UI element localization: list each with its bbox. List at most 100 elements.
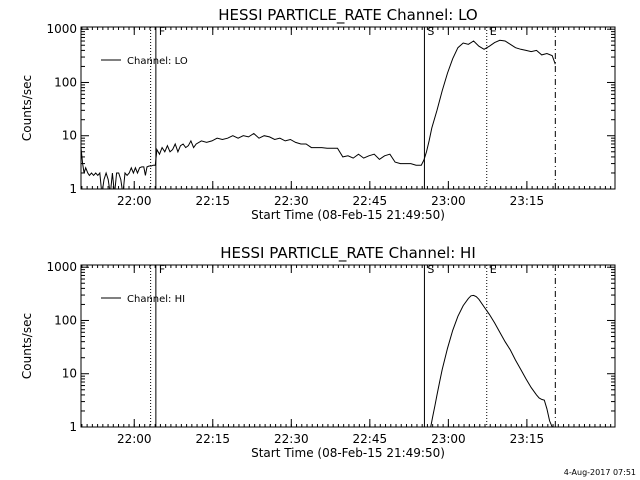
data-point: [432, 416, 433, 417]
x-axis-label: Start Time (08-Feb-15 21:49:50): [251, 446, 445, 460]
data-point: [478, 299, 479, 300]
data-point: [510, 44, 511, 45]
x-tick-label: 22:00: [117, 194, 152, 208]
data-point: [190, 140, 191, 141]
data-point: [531, 51, 532, 52]
data-point: [421, 165, 422, 166]
data-point: [526, 378, 527, 379]
data-point: [552, 55, 553, 56]
data-point: [201, 140, 202, 141]
data-point: [429, 140, 430, 141]
data-point: [141, 166, 142, 167]
marker-label: E: [490, 263, 497, 276]
data-point: [295, 142, 296, 143]
data-point: [120, 179, 121, 180]
data-point: [447, 348, 448, 349]
data-point: [363, 158, 364, 159]
chart-title: HESSI PARTICLE_RATE Channel: LO: [218, 6, 477, 25]
data-point: [164, 151, 165, 152]
data-point: [135, 167, 136, 168]
data-point: [489, 46, 490, 47]
y-tick-label: 1000: [46, 260, 77, 274]
data-point: [172, 149, 173, 150]
marker-label: S: [427, 263, 434, 276]
y-tick-label: 100: [54, 313, 77, 327]
data-point: [358, 154, 359, 155]
data-point: [463, 43, 464, 44]
data-point: [180, 145, 181, 146]
data-point: [468, 298, 469, 299]
data-point: [99, 173, 100, 174]
y-axis-label: Counts/sec: [20, 75, 34, 141]
data-point: [457, 316, 458, 317]
data-point: [437, 110, 438, 111]
data-point: [177, 151, 178, 152]
data-point: [227, 138, 228, 139]
data-point: [463, 305, 464, 306]
data-point: [316, 147, 317, 148]
x-tick-label: 22:15: [195, 194, 230, 208]
data-point: [549, 420, 550, 421]
chart-panel-lo: HESSI PARTICLE_RATE Channel: LO 1 10 100 100…: [20, 6, 616, 222]
data-point: [473, 41, 474, 42]
data-point: [185, 147, 186, 148]
data-point: [457, 47, 458, 48]
x-tick-label: 22:00: [117, 432, 152, 446]
data-point: [515, 360, 516, 361]
y-tick-label: 10: [62, 129, 77, 143]
data-point: [478, 46, 479, 47]
data-point: [426, 151, 427, 152]
data-point: [89, 175, 90, 176]
data-point: [489, 314, 490, 315]
data-point: [468, 44, 469, 45]
data-point: [306, 144, 307, 145]
data-point: [149, 166, 150, 167]
x-tick-label: 22:45: [353, 432, 388, 446]
data-point: [499, 332, 500, 333]
data-point: [170, 151, 171, 152]
data-point: [108, 179, 109, 180]
data-point: [196, 144, 197, 145]
data-point: [332, 148, 333, 149]
legend-label: Channel: HI: [127, 294, 185, 305]
data-point: [539, 398, 540, 399]
legend-label: Channel: LO: [127, 56, 188, 67]
data-point: [520, 49, 521, 50]
data-point: [82, 163, 83, 164]
data-point: [484, 49, 485, 50]
data-point: [473, 295, 474, 296]
plot-frame: [80, 26, 616, 190]
y-tick-label: 1: [69, 420, 77, 434]
data-point: [162, 147, 163, 148]
data-point: [104, 179, 105, 180]
data-point: [431, 128, 432, 129]
data-point: [87, 173, 88, 174]
data-point: [264, 135, 265, 136]
data-point: [127, 175, 128, 176]
data-point: [91, 173, 92, 174]
x-tick-label: 22:45: [353, 194, 388, 208]
data-point: [183, 144, 184, 145]
data-point: [499, 40, 500, 41]
data-point: [259, 138, 260, 139]
data-point: [416, 165, 417, 166]
data-point: [116, 173, 117, 174]
data-point: [520, 369, 521, 370]
data-point: [285, 140, 286, 141]
marker-label: S: [427, 25, 434, 38]
x-tick-label: 22:15: [195, 432, 230, 446]
data-point: [510, 349, 511, 350]
data-point: [232, 135, 233, 136]
data-point: [101, 194, 102, 195]
data-point: [505, 41, 506, 42]
x-tick-label: 23:00: [431, 194, 466, 208]
data-point: [541, 54, 542, 55]
y-tick-label: 1: [69, 182, 77, 196]
data-point: [410, 163, 411, 164]
marker-label: F: [159, 263, 165, 276]
data-point: [555, 64, 556, 65]
data-point: [129, 173, 130, 174]
data-point: [114, 194, 115, 195]
data-point: [156, 149, 157, 150]
y-axis-label: Counts/sec: [20, 313, 34, 379]
